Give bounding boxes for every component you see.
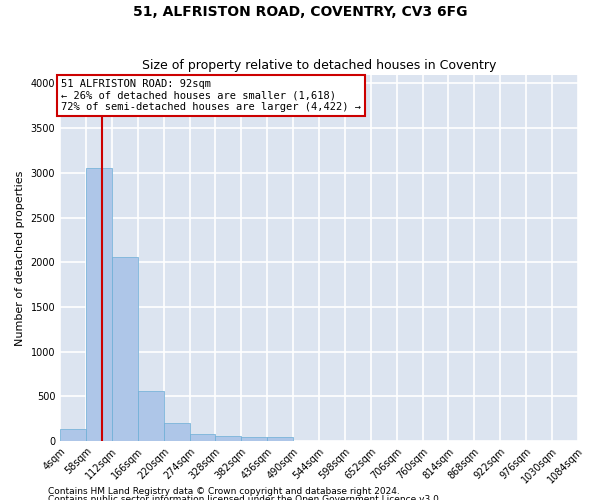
Bar xyxy=(112,257,138,441)
Bar xyxy=(215,436,241,441)
Bar xyxy=(138,391,164,441)
Bar xyxy=(164,423,190,441)
Y-axis label: Number of detached properties: Number of detached properties xyxy=(15,170,25,346)
Bar xyxy=(190,434,215,441)
Bar xyxy=(86,168,112,441)
Bar xyxy=(241,437,267,441)
Text: 51, ALFRISTON ROAD, COVENTRY, CV3 6FG: 51, ALFRISTON ROAD, COVENTRY, CV3 6FG xyxy=(133,5,467,19)
Text: 51 ALFRISTON ROAD: 92sqm
← 26% of detached houses are smaller (1,618)
72% of sem: 51 ALFRISTON ROAD: 92sqm ← 26% of detach… xyxy=(61,79,361,112)
Text: Contains public sector information licensed under the Open Government Licence v3: Contains public sector information licen… xyxy=(48,496,442,500)
Bar xyxy=(60,430,86,441)
Title: Size of property relative to detached houses in Coventry: Size of property relative to detached ho… xyxy=(142,59,496,72)
Bar xyxy=(267,438,293,441)
Text: Contains HM Land Registry data © Crown copyright and database right 2024.: Contains HM Land Registry data © Crown c… xyxy=(48,487,400,496)
